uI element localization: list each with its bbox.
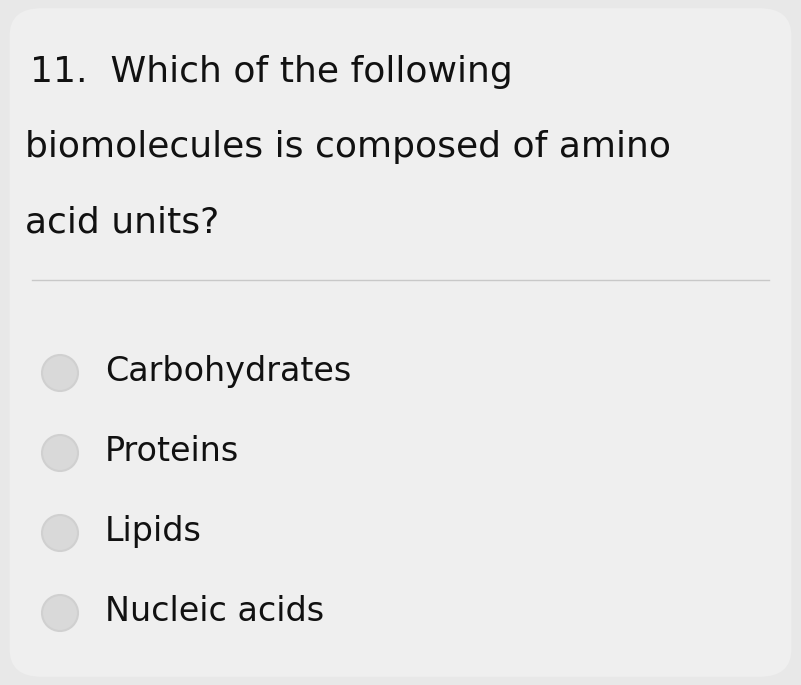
Circle shape: [42, 435, 78, 471]
Text: Nucleic acids: Nucleic acids: [105, 595, 324, 628]
Text: acid units?: acid units?: [25, 205, 219, 239]
Text: 11.  Which of the following: 11. Which of the following: [30, 55, 513, 89]
Text: biomolecules is composed of amino: biomolecules is composed of amino: [25, 130, 671, 164]
Circle shape: [42, 515, 78, 551]
Text: Carbohydrates: Carbohydrates: [105, 355, 352, 388]
Circle shape: [42, 355, 78, 391]
Text: Proteins: Proteins: [105, 435, 239, 468]
Circle shape: [42, 595, 78, 631]
Text: Lipids: Lipids: [105, 515, 202, 548]
